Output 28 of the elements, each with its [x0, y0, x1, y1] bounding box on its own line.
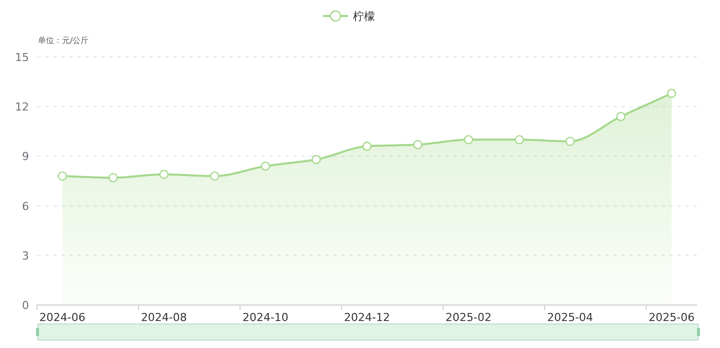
x-tick-label: 2024-10: [242, 311, 288, 324]
y-tick-label: 9: [22, 150, 29, 164]
point: [565, 136, 575, 146]
point: [58, 171, 67, 181]
x-tick-label: 2024-12: [344, 311, 390, 324]
point: [260, 162, 270, 171]
x-tick-label: 2025-06: [648, 311, 695, 324]
point: [464, 135, 474, 144]
point: [312, 154, 321, 164]
point: [413, 140, 422, 150]
legend-label: 柠檬: [353, 10, 375, 23]
point: [514, 135, 524, 144]
point: [667, 88, 676, 98]
y-tick-label: 12: [15, 100, 29, 114]
point: [210, 171, 220, 181]
x-tick-label: 2024-06: [39, 311, 86, 324]
point: [616, 112, 626, 122]
y-tick-label: 0: [22, 299, 29, 312]
y-axis-title: 单位：元/公斤: [38, 36, 89, 45]
point: [108, 173, 118, 182]
y-tick-label: 3: [22, 249, 29, 262]
y-tick-label: 15: [15, 51, 29, 64]
y-tick-label: 6: [22, 200, 29, 213]
point: [362, 142, 372, 151]
point: [159, 170, 169, 179]
x-tick-label: 2025-02: [446, 311, 492, 324]
x-tick-label: 2024-08: [140, 311, 187, 324]
x-tick-label: 2025-04: [547, 311, 594, 324]
